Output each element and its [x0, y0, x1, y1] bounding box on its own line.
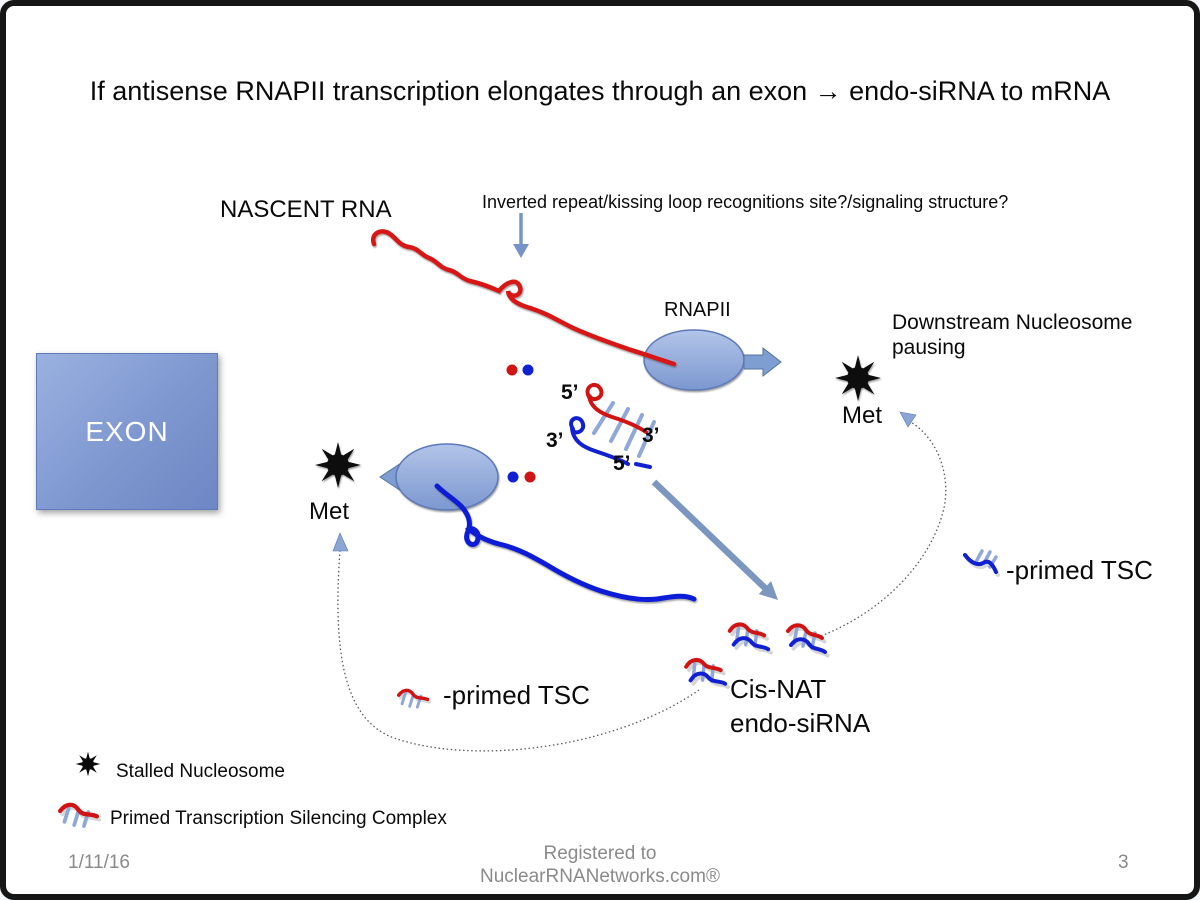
slide-date: 1/11/16: [68, 852, 130, 873]
cleavage-site-dots: [506, 364, 536, 483]
duplex-release-arrow: [651, 479, 778, 600]
sirna-duplex-icon: [786, 623, 830, 658]
exon-label: EXON: [85, 415, 169, 447]
tsc-return-arrowhead-right: [899, 411, 917, 428]
sirna-duplex-icon: [683, 654, 730, 694]
rna-duplex: [569, 382, 656, 469]
nascent-antisense-rna: [434, 483, 697, 602]
slide-title: If antisense RNAPII transcription elonga…: [89, 76, 1111, 106]
red-primed-tsc-label: -primed TSC: [443, 680, 590, 710]
three-prime-left-label: 3’: [546, 429, 564, 452]
met-label-left: Met: [309, 498, 350, 525]
stalled-nucleosome-star: [315, 442, 361, 488]
antisense-rnapii-ellipse: [395, 443, 499, 511]
downstream-pausing-label: Downstream Nucleosome pausing: [892, 311, 1133, 359]
cis-nat-line1: Cis-NAT: [730, 674, 827, 704]
diagram-canvas: [6, 213, 1132, 894]
registered-line1: Registered to: [543, 843, 657, 864]
met-label-right: Met: [842, 402, 883, 429]
five-prime-bottom-label: 5’: [613, 452, 631, 475]
nascent-sense-rna: [370, 229, 677, 367]
tsc-return-paths: [337, 420, 947, 752]
nascent-rna-label: NASCENT RNA: [220, 196, 392, 223]
sense-direction-arrow: [743, 346, 782, 378]
sirna-duplex-icon: [727, 620, 773, 658]
tsc-return-arrowhead-left: [332, 532, 349, 552]
exon-box: EXON: [36, 353, 218, 510]
legend-star-icon: [75, 751, 101, 777]
three-prime-right-label: 3’: [642, 424, 660, 447]
legend-stalled-nucleosome: Stalled Nucleosome: [116, 761, 285, 782]
legend-tsc-icon: [60, 805, 99, 826]
blue-primed-tsc-icon: [963, 549, 1000, 577]
rnapii-label: RNAPII: [664, 299, 731, 321]
legend-primed-tsc: Primed Transcription Silencing Complex: [110, 808, 447, 829]
red-primed-tsc-icon: [397, 688, 431, 709]
cis-nat-line2: endo-siRNA: [730, 708, 871, 739]
registered-to: Registered to NuclearRNANetworks.com®: [6, 842, 1194, 888]
registered-line2: NuclearRNANetworks.com®: [480, 866, 720, 888]
five-prime-top-label: 5’: [561, 381, 579, 404]
cis-nat-endo-sirna-label: Cis-NAT endo-siRNA: [730, 672, 950, 741]
blue-primed-tsc-label: -primed TSC: [1006, 555, 1153, 585]
annotation-text: Inverted repeat/kissing loop recognition…: [482, 192, 1009, 212]
stalled-nucleosome-star: [835, 355, 881, 401]
annotation-arrow: [513, 213, 529, 258]
page-number: 3: [1118, 852, 1129, 873]
